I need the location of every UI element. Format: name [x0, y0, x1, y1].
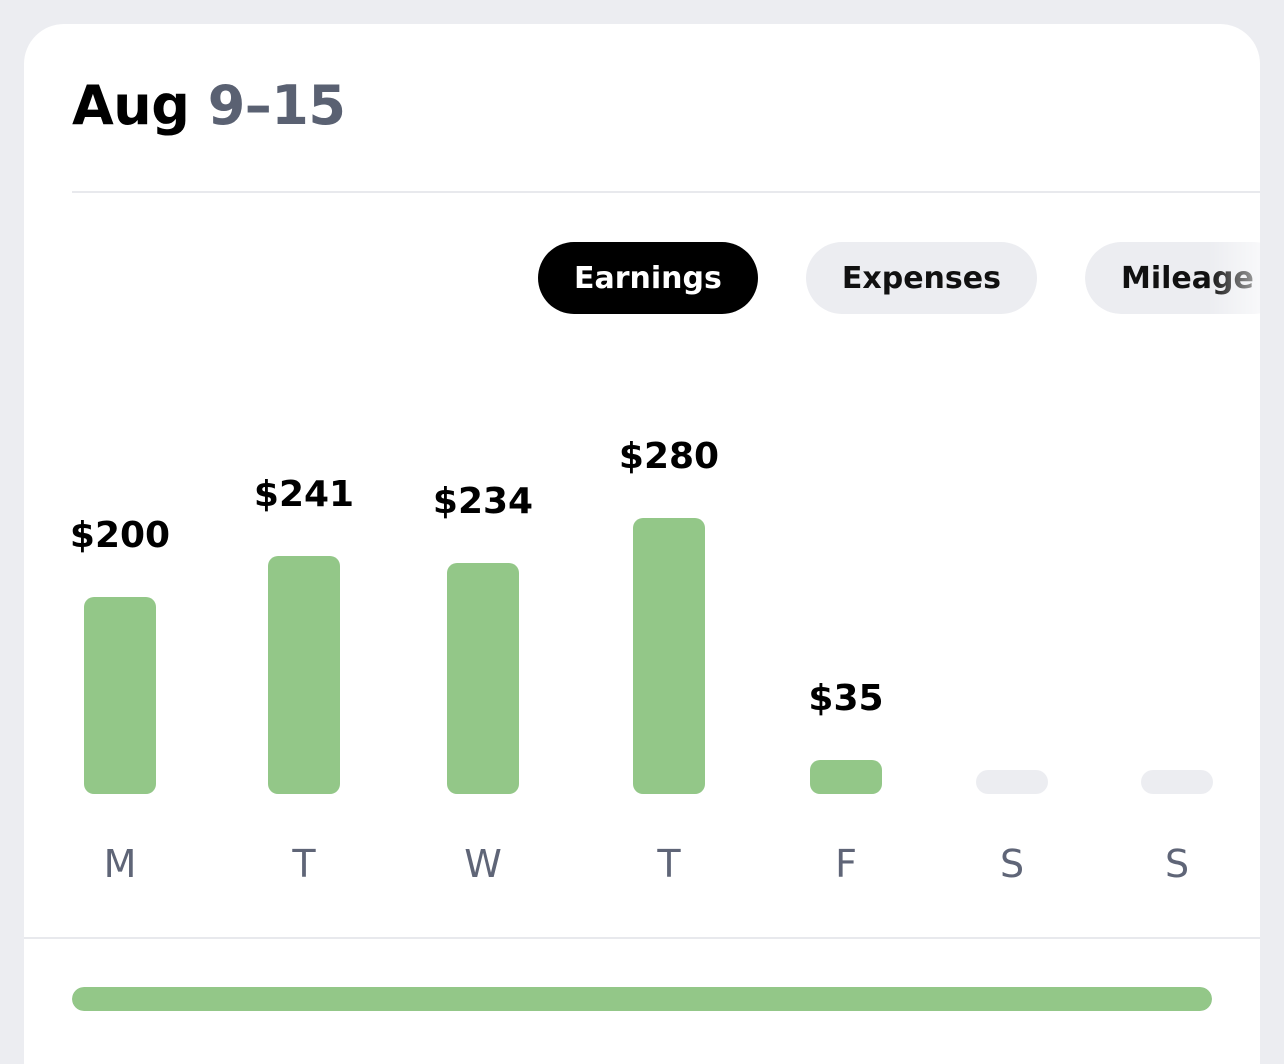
day-label-3: T [657, 842, 681, 886]
chart-divider [24, 937, 1260, 939]
day-label-0: M [103, 842, 137, 886]
tab-expenses[interactable]: Expenses [805, 242, 1037, 314]
bar-value-label-2: $234 [432, 481, 534, 523]
bar-6[interactable] [1141, 770, 1213, 794]
header-divider [72, 191, 1260, 193]
page-title: Aug 9–15 [72, 74, 346, 138]
earnings-progress-bar [72, 987, 1212, 1011]
bar-value-label-3: $280 [618, 436, 720, 477]
bar-0[interactable] [84, 596, 156, 794]
title-month: Aug [72, 74, 190, 137]
earnings-card: Aug 9–15 Earnings Expenses Mileage $200 M… [24, 24, 1260, 1064]
tab-mileage[interactable]: Mileage [1084, 242, 1260, 314]
title-date-range: 9–15 [189, 74, 346, 137]
day-label-2: W [464, 842, 502, 886]
day-label-1: T [292, 842, 316, 886]
bar-2[interactable] [447, 563, 519, 794]
bar-value-label-1: $241 [253, 474, 355, 516]
bar-value-label-4: $35 [808, 677, 884, 719]
bar-value-label-0: $200 [69, 514, 171, 556]
tab-earnings[interactable]: Earnings [538, 242, 758, 314]
bar-4[interactable] [810, 759, 882, 794]
day-label-5: S [999, 842, 1025, 886]
bar-5[interactable] [976, 770, 1048, 794]
category-tabs: Earnings Expenses Mileage [538, 242, 1260, 314]
weekly-earnings-chart: $200 M $241 T $234 W $280 T $35 F S S [24, 24, 1260, 924]
day-label-4: F [835, 842, 857, 886]
bar-3[interactable] [633, 518, 705, 794]
day-label-6: S [1164, 842, 1190, 886]
progress-fill [72, 987, 1212, 1011]
bar-1[interactable] [268, 556, 340, 794]
